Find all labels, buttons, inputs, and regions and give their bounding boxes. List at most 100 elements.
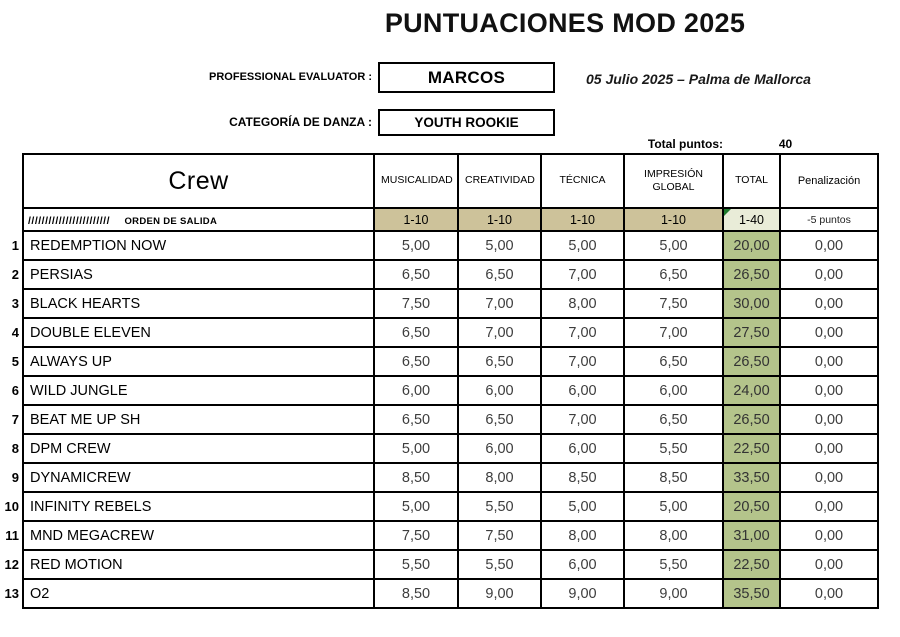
crew-name-cell[interactable]: DPM CREW <box>22 433 375 464</box>
score-cell[interactable]: 6,00 <box>540 375 625 406</box>
penalty-cell[interactable]: 0,00 <box>779 230 879 261</box>
score-cell[interactable]: 7,50 <box>457 520 542 551</box>
total-score-cell[interactable]: 31,00 <box>722 520 781 551</box>
total-score-cell[interactable]: 20,00 <box>722 230 781 261</box>
score-cell[interactable]: 6,00 <box>373 375 459 406</box>
score-cell[interactable]: 6,00 <box>540 433 625 464</box>
score-cell[interactable]: 6,50 <box>373 259 459 290</box>
penalty-cell[interactable]: 0,00 <box>779 288 879 319</box>
score-cell[interactable]: 5,50 <box>457 549 542 580</box>
score-cell[interactable]: 5,00 <box>373 433 459 464</box>
score-cell[interactable]: 8,00 <box>540 288 625 319</box>
total-score-cell[interactable]: 22,50 <box>722 549 781 580</box>
crew-name-cell[interactable]: MND MEGACREW <box>22 520 375 551</box>
score-cell[interactable]: 6,50 <box>457 404 542 435</box>
score-cell[interactable]: 6,50 <box>373 346 459 377</box>
crew-name-cell[interactable]: DYNAMICREW <box>22 462 375 493</box>
row-number: 11 <box>5 528 19 543</box>
score-cell[interactable]: 5,50 <box>457 491 542 522</box>
crew-name-cell[interactable]: REDEMPTION NOW <box>22 230 375 261</box>
score-cell[interactable]: 6,50 <box>623 346 724 377</box>
total-range-label: 1-40 <box>738 212 765 227</box>
score-cell[interactable]: 8,00 <box>540 520 625 551</box>
total-score-cell[interactable]: 22,50 <box>722 433 781 464</box>
score-cell[interactable]: 8,00 <box>457 462 542 493</box>
score-cell[interactable]: 6,50 <box>623 404 724 435</box>
total-score-cell[interactable]: 35,50 <box>722 578 781 609</box>
score-cell[interactable]: 8,00 <box>623 520 724 551</box>
score-cell[interactable]: 7,50 <box>373 288 459 319</box>
crew-column-header: Crew <box>22 153 375 209</box>
score-cell[interactable]: 9,00 <box>540 578 625 609</box>
score-cell[interactable]: 6,50 <box>457 259 542 290</box>
score-cell[interactable]: 6,50 <box>623 259 724 290</box>
score-cell[interactable]: 7,00 <box>540 317 625 348</box>
score-cell[interactable]: 6,00 <box>457 375 542 406</box>
score-cell[interactable]: 7,50 <box>623 288 724 319</box>
crew-name-cell[interactable]: DOUBLE ELEVEN <box>22 317 375 348</box>
score-cell[interactable]: 8,50 <box>623 462 724 493</box>
total-score-cell[interactable]: 27,50 <box>722 317 781 348</box>
score-cell[interactable]: 8,50 <box>373 578 459 609</box>
penalty-cell[interactable]: 0,00 <box>779 520 879 551</box>
crew-name-cell[interactable]: ALWAYS UP <box>22 346 375 377</box>
score-cell[interactable]: 5,00 <box>540 491 625 522</box>
crew-name-cell[interactable]: RED MOTION <box>22 549 375 580</box>
score-cell[interactable]: 6,50 <box>373 404 459 435</box>
score-cell[interactable]: 5,00 <box>373 491 459 522</box>
score-cell[interactable]: 5,00 <box>623 491 724 522</box>
score-cell[interactable]: 7,00 <box>457 288 542 319</box>
total-score-cell[interactable]: 24,00 <box>722 375 781 406</box>
score-cell[interactable]: 6,00 <box>457 433 542 464</box>
score-cell[interactable]: 7,00 <box>540 346 625 377</box>
score-cell[interactable]: 9,00 <box>623 578 724 609</box>
score-cell[interactable]: 8,50 <box>373 462 459 493</box>
penalty-cell[interactable]: 0,00 <box>779 578 879 609</box>
total-score-cell[interactable]: 26,50 <box>722 346 781 377</box>
score-cell[interactable]: 7,00 <box>457 317 542 348</box>
crew-name-cell[interactable]: WILD JUNGLE <box>22 375 375 406</box>
score-cell[interactable]: 6,50 <box>373 317 459 348</box>
total-score-cell[interactable]: 26,50 <box>722 259 781 290</box>
penalty-cell[interactable]: 0,00 <box>779 404 879 435</box>
evaluator-value-field[interactable]: MARCOS <box>378 62 555 93</box>
row-number-spacer <box>0 154 23 208</box>
score-cell[interactable]: 6,50 <box>457 346 542 377</box>
score-cell[interactable]: 7,00 <box>540 404 625 435</box>
score-cell[interactable]: 7,50 <box>373 520 459 551</box>
penalty-cell[interactable]: 0,00 <box>779 375 879 406</box>
total-score-cell[interactable]: 26,50 <box>722 404 781 435</box>
penalty-cell[interactable]: 0,00 <box>779 317 879 348</box>
score-cell[interactable]: 6,00 <box>623 375 724 406</box>
penalty-cell[interactable]: 0,00 <box>779 346 879 377</box>
crew-name-cell[interactable]: BEAT ME UP SH <box>22 404 375 435</box>
row-number: 4 <box>11 325 19 340</box>
score-cell[interactable]: 7,00 <box>623 317 724 348</box>
total-score-cell[interactable]: 30,00 <box>722 288 781 319</box>
penalty-cell[interactable]: 0,00 <box>779 433 879 464</box>
penalty-cell[interactable]: 0,00 <box>779 259 879 290</box>
crew-name-cell[interactable]: PERSIAS <box>22 259 375 290</box>
score-cell[interactable]: 6,00 <box>540 549 625 580</box>
score-cell[interactable]: 5,50 <box>373 549 459 580</box>
score-cell[interactable]: 5,00 <box>623 230 724 261</box>
score-cell[interactable]: 9,00 <box>457 578 542 609</box>
total-score-cell[interactable]: 33,50 <box>722 462 781 493</box>
crew-name-cell[interactable]: BLACK HEARTS <box>22 288 375 319</box>
total-score-cell[interactable]: 20,50 <box>722 491 781 522</box>
penalty-cell[interactable]: 0,00 <box>779 549 879 580</box>
score-cell[interactable]: 5,00 <box>457 230 542 261</box>
score-cell[interactable]: 5,50 <box>623 433 724 464</box>
penalty-cell[interactable]: 0,00 <box>779 462 879 493</box>
score-cell[interactable]: 5,00 <box>373 230 459 261</box>
column-header-tecnica: TÉCNICA <box>540 153 625 209</box>
score-cell[interactable]: 7,00 <box>540 259 625 290</box>
penalty-cell[interactable]: 0,00 <box>779 491 879 522</box>
crew-name-cell[interactable]: O2 <box>22 578 375 609</box>
crew-name-cell[interactable]: INFINITY REBELS <box>22 491 375 522</box>
score-cell[interactable]: 5,50 <box>623 549 724 580</box>
table-row: 2 PERSIAS 6,50 6,50 7,00 6,50 26,50 0,00 <box>0 259 879 290</box>
category-value-field[interactable]: YOUTH ROOKIE <box>378 109 555 136</box>
score-cell[interactable]: 5,00 <box>540 230 625 261</box>
score-cell[interactable]: 8,50 <box>540 462 625 493</box>
